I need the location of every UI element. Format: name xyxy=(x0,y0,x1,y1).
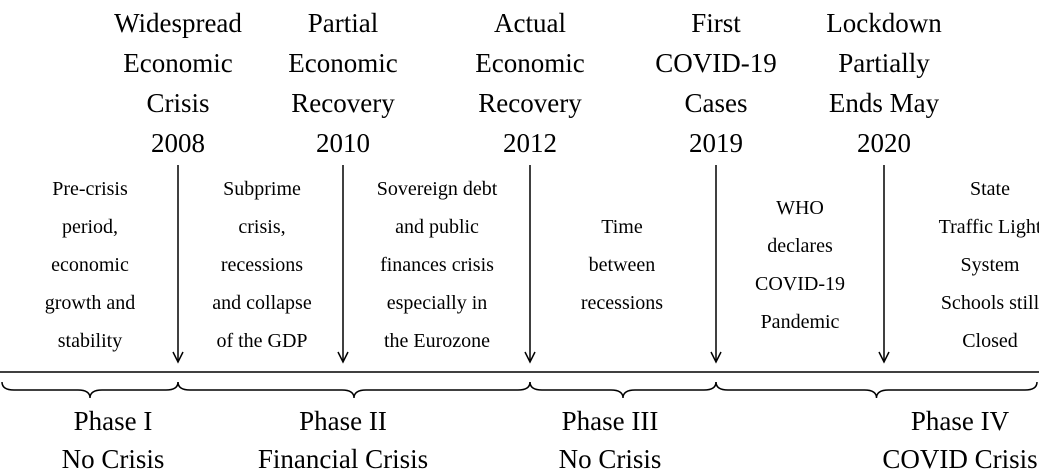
period-description: and collapse xyxy=(212,292,312,314)
event-year: 2012 xyxy=(503,128,557,158)
event-label: Recovery xyxy=(291,88,395,118)
phase-name: Phase III xyxy=(562,406,659,436)
period-description: finances crisis xyxy=(380,254,494,276)
phase-label: Financial Crisis xyxy=(258,444,428,474)
phase-brace xyxy=(715,381,1038,399)
arrow-head xyxy=(172,351,184,364)
event-label: Partially xyxy=(838,48,930,78)
period-description: especially in xyxy=(387,292,488,314)
event-year: 2019 xyxy=(689,128,743,158)
event-label: Economic xyxy=(288,48,397,78)
phase-brace xyxy=(1,381,179,399)
period-description: Subprime xyxy=(223,178,301,200)
arrow-head xyxy=(710,351,722,364)
event-label: Widespread xyxy=(114,8,242,38)
event-year: 2008 xyxy=(151,128,205,158)
phase-label: No Crisis xyxy=(559,444,662,474)
phase-name: Phase I xyxy=(74,406,153,436)
arrow-head xyxy=(337,351,349,364)
period-description: Sovereign debt xyxy=(377,178,498,200)
period-description: economic xyxy=(51,254,129,276)
period-description: recessions xyxy=(581,292,663,314)
period-description: Pre-crisis xyxy=(52,178,128,200)
event-year: 2010 xyxy=(316,128,370,158)
period-description: System xyxy=(961,254,1020,276)
period-description: growth and xyxy=(45,292,136,314)
period-description: recessions xyxy=(221,254,303,276)
period-description: between xyxy=(589,254,656,276)
phase-label: COVID Crisis xyxy=(882,444,1037,474)
event-label: Cases xyxy=(685,88,748,118)
phase-brace xyxy=(177,381,531,399)
event-label: Economic xyxy=(123,48,232,78)
phase-name: Phase II xyxy=(299,406,387,436)
period-description: period, xyxy=(62,216,118,238)
event-label: COVID-19 xyxy=(655,48,777,78)
period-description: declares xyxy=(767,235,833,257)
event-year: 2020 xyxy=(857,128,911,158)
event-label: Actual xyxy=(494,8,566,38)
period-description: State xyxy=(970,178,1010,200)
phase-brace xyxy=(529,381,717,399)
period-description: of the GDP xyxy=(216,330,307,352)
event-label: Crisis xyxy=(146,88,209,118)
period-description: Schools still xyxy=(941,292,1039,314)
period-description: and public xyxy=(395,216,479,238)
event-label: Lockdown xyxy=(826,8,942,38)
arrow-head xyxy=(878,351,890,364)
period-description: crisis, xyxy=(238,216,285,238)
event-label: Partial xyxy=(308,8,378,38)
period-description: Time xyxy=(601,216,643,238)
period-description: WHO xyxy=(776,197,824,219)
arrow-head xyxy=(524,351,536,364)
phase-name: Phase IV xyxy=(911,406,1010,436)
period-description: Pandemic xyxy=(761,311,840,333)
event-label: Recovery xyxy=(478,88,582,118)
period-description: the Eurozone xyxy=(384,330,490,352)
event-label: Economic xyxy=(475,48,584,78)
period-description: COVID-19 xyxy=(755,273,845,295)
event-label: First xyxy=(691,8,741,38)
phase-label: No Crisis xyxy=(62,444,165,474)
period-description: Traffic Light xyxy=(939,216,1039,238)
period-description: Closed xyxy=(962,330,1018,352)
event-label: Ends May xyxy=(829,88,940,118)
period-description: stability xyxy=(58,330,122,352)
